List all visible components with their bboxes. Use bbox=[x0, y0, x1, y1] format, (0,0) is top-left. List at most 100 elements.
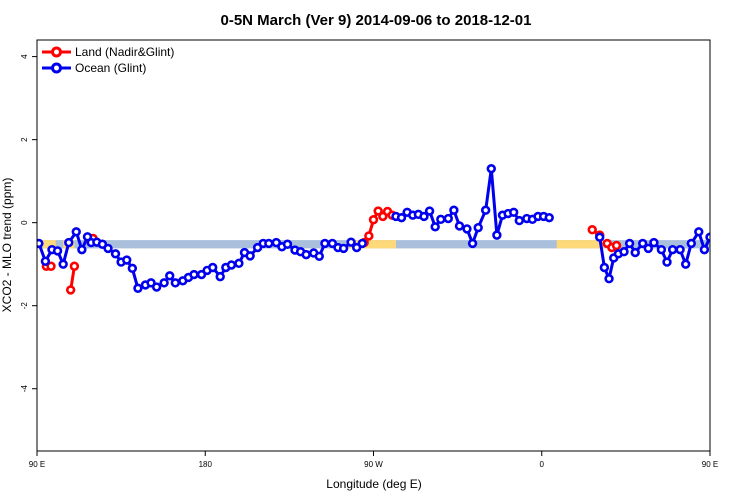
ocean-point bbox=[133, 283, 143, 293]
ocean-point bbox=[738, 261, 745, 268]
x-tick-label: 180 bbox=[199, 460, 213, 469]
legend-label-land: Land (Nadir&Glint) bbox=[75, 45, 174, 59]
ocean-point bbox=[40, 256, 51, 266]
land-point bbox=[65, 285, 76, 295]
ocean-point bbox=[215, 271, 225, 282]
y-axis: 4 2 0 -2 -4 bbox=[20, 54, 37, 392]
land-point bbox=[611, 240, 622, 251]
ocean-point bbox=[473, 222, 483, 233]
ocean-point bbox=[630, 247, 640, 258]
ocean-point bbox=[430, 222, 440, 232]
ocean-point bbox=[449, 205, 459, 215]
ocean-point bbox=[314, 251, 324, 261]
ocean-point bbox=[245, 251, 255, 261]
legend-marker-ocean bbox=[51, 62, 62, 74]
ocean-point bbox=[301, 249, 311, 260]
ocean-point bbox=[509, 207, 519, 217]
ocean-point bbox=[680, 259, 691, 269]
ocean-point bbox=[595, 232, 605, 242]
land-band-0 bbox=[42, 240, 56, 249]
land-point bbox=[745, 263, 750, 270]
ocean-point bbox=[122, 255, 132, 265]
ocean-point bbox=[712, 240, 719, 247]
ocean-point bbox=[165, 271, 175, 281]
ocean-point bbox=[396, 212, 407, 223]
ocean-point bbox=[357, 238, 367, 249]
ocean-point bbox=[37, 238, 44, 249]
legend-item-ocean: Ocean (Glint) bbox=[42, 61, 146, 75]
ocean-point bbox=[436, 214, 446, 225]
land-point bbox=[46, 261, 56, 271]
land-point bbox=[727, 264, 734, 271]
y-tick-label: -2 bbox=[20, 302, 29, 310]
ocean-point bbox=[424, 206, 435, 216]
ocean-point bbox=[604, 274, 614, 284]
ocean-point bbox=[462, 224, 472, 234]
ocean-point bbox=[170, 278, 181, 288]
ocean-point bbox=[77, 244, 87, 255]
ocean-point bbox=[725, 246, 732, 253]
ocean-point bbox=[624, 238, 635, 249]
land-band-4 bbox=[716, 240, 723, 248]
ocean-point bbox=[127, 263, 138, 274]
ocean-point bbox=[151, 282, 162, 292]
legend: Land (Nadir&Glint) Ocean (Glint) bbox=[42, 45, 174, 75]
land-point bbox=[722, 264, 729, 271]
ocean-point bbox=[492, 230, 502, 240]
ocean-point bbox=[159, 278, 169, 288]
plot-area bbox=[37, 163, 750, 295]
ocean-point bbox=[662, 257, 672, 267]
land-point bbox=[587, 225, 597, 235]
ocean-point bbox=[234, 258, 244, 269]
ocean-point bbox=[282, 239, 293, 249]
ocean-point bbox=[264, 238, 274, 249]
ocean-point bbox=[71, 227, 81, 237]
legend-label-ocean: Ocean (Glint) bbox=[75, 61, 146, 75]
ocean-point bbox=[667, 244, 678, 255]
ocean-point bbox=[675, 244, 685, 255]
chart-title: 0-5N March (Ver 9) 2014-09-06 to 2018-12… bbox=[220, 12, 531, 29]
ocean-point bbox=[514, 215, 525, 226]
y-tick-label: 4 bbox=[20, 54, 29, 59]
x-axis: 90 E 180 90 W 0 90 E bbox=[29, 451, 718, 469]
ocean-point bbox=[467, 238, 478, 249]
ocean-point bbox=[103, 243, 113, 254]
ocean-point bbox=[480, 205, 491, 215]
legend-marker-land bbox=[51, 46, 62, 58]
ocean-point bbox=[733, 247, 740, 254]
ocean-point bbox=[643, 243, 654, 254]
land-series-line-7 bbox=[745, 266, 749, 290]
land-band-2 bbox=[349, 240, 396, 249]
ocean-point bbox=[699, 244, 710, 255]
x-tick-label: 90 E bbox=[29, 460, 45, 469]
land-point bbox=[69, 261, 80, 271]
ocean-point bbox=[746, 239, 750, 246]
ocean-series-line-1 bbox=[395, 167, 550, 245]
land-point bbox=[373, 206, 383, 216]
land-band-3 bbox=[556, 240, 604, 249]
ocean-point bbox=[110, 249, 121, 259]
ocean-point bbox=[338, 243, 349, 254]
ocean-point bbox=[419, 211, 429, 222]
land-point bbox=[364, 231, 374, 241]
ocean-point bbox=[320, 238, 330, 249]
ocean-point bbox=[64, 237, 74, 248]
ocean-point bbox=[599, 262, 610, 273]
land-point bbox=[741, 287, 748, 294]
ocean-point bbox=[454, 221, 465, 231]
x-tick-label: 90 E bbox=[702, 460, 718, 469]
ocean-point bbox=[694, 227, 704, 237]
x-tick-label: 0 bbox=[540, 460, 545, 469]
ocean-point bbox=[58, 259, 68, 269]
ocean-point bbox=[346, 237, 356, 247]
ocean-point bbox=[686, 238, 697, 249]
ocean-point bbox=[649, 237, 659, 248]
land-band-5 bbox=[729, 240, 738, 248]
ocean-point bbox=[443, 213, 453, 224]
y-tick-label: 0 bbox=[20, 220, 29, 225]
ocean-point bbox=[52, 246, 63, 256]
y-axis-label: XCO2 - MLO trend (ppm) bbox=[0, 178, 14, 313]
ocean-point bbox=[208, 262, 218, 273]
legend-item-land: Land (Nadir&Glint) bbox=[42, 45, 174, 59]
